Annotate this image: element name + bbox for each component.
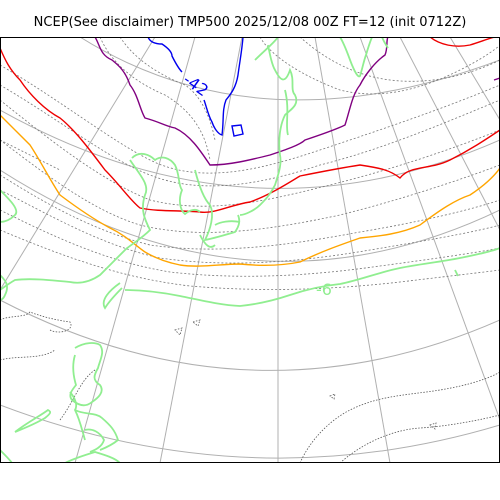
coastline: [0, 311, 72, 333]
contour-line: [194, 169, 241, 242]
contour-line: [69, 391, 86, 441]
contour-line: [239, 37, 298, 216]
isotherm-line: [259, 37, 500, 95]
contour-line: [0, 449, 13, 463]
meridian-line: [449, 37, 500, 121]
contour-lightgreen: [0, 37, 500, 463]
coastlines: [0, 311, 500, 463]
coastline: [0, 349, 56, 361]
contour-line: [454, 269, 459, 277]
contour-line: [0, 189, 18, 223]
contour-line: [381, 37, 389, 49]
coastline: [339, 414, 500, 463]
contour-line: [102, 282, 123, 310]
contour-orange: [0, 114, 500, 267]
contour-line: [69, 342, 103, 407]
coastline: [174, 327, 183, 336]
contour-line: [284, 89, 289, 136]
isotherm-line: [0, 64, 500, 174]
isotherm-line: [299, 37, 500, 82]
coastline: [299, 371, 500, 463]
meridian-line: [314, 37, 391, 463]
coastline: [329, 393, 336, 400]
meridian-line: [0, 37, 156, 291]
coastline: [429, 422, 437, 430]
latitude-line: [0, 404, 500, 459]
contour-line: [231, 124, 244, 137]
contour-label: -6: [316, 280, 332, 299]
isotherm-line: [0, 209, 500, 277]
latitude-line: [79, 37, 500, 101]
isotherm-line: [0, 174, 500, 250]
isotherm-line: [0, 189, 500, 264]
contour-line: [64, 451, 121, 463]
contour-line: [0, 47, 500, 213]
meridian-line: [359, 37, 500, 421]
contour-line: [84, 428, 105, 453]
contour-line: [203, 37, 244, 136]
contour-line: [74, 409, 120, 451]
isotherm-line: [0, 229, 500, 290]
isotherm-line: [119, 37, 216, 141]
contour-line: [0, 114, 500, 267]
meridian-line: [399, 37, 500, 231]
meridian-lines: [0, 37, 500, 463]
dotted-isotherms: [0, 37, 500, 290]
coastline: [192, 319, 201, 327]
isotherm-line: [0, 139, 500, 233]
coastline: [59, 369, 96, 421]
contour-line: [94, 37, 389, 166]
map-title: NCEP(See disclaimer) TMP500 2025/12/08 0…: [33, 15, 467, 30]
latitude-line: [0, 299, 500, 371]
isotherm-line: [0, 139, 61, 171]
contour-line: [0, 159, 152, 291]
contour-line: [339, 37, 373, 78]
meridian-line: [159, 37, 243, 463]
isotherm-line: [99, 37, 211, 161]
contour-red: [0, 37, 500, 213]
isotherm-line: [0, 99, 500, 207]
contour-line: [199, 220, 241, 248]
contour-blue: [147, 37, 244, 137]
isotherm-line: [0, 84, 500, 187]
contour-line: [429, 37, 496, 47]
contour-purple: [94, 37, 500, 166]
contour-line: [124, 247, 500, 307]
contour-line: [147, 37, 183, 73]
meridian-line: [74, 37, 196, 463]
contour-line: [131, 152, 201, 216]
latitude-line: [0, 169, 500, 262]
contour-line: [14, 408, 52, 433]
latitude-line: [0, 109, 500, 189]
latitude-lines: [0, 37, 500, 459]
